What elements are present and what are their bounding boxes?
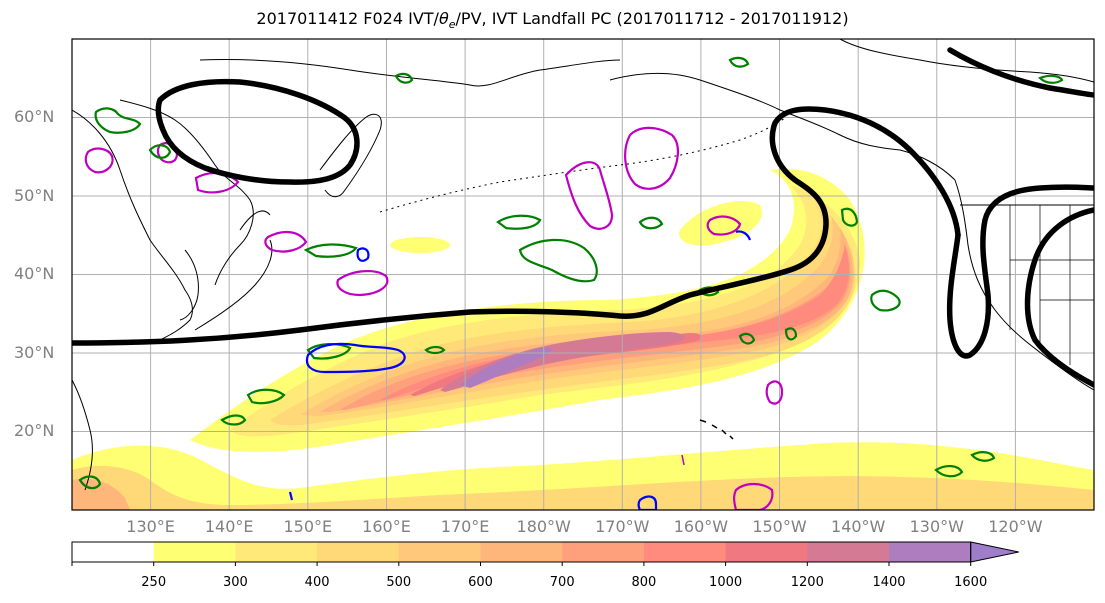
pv-contours [84, 126, 784, 510]
lat-label-20n: 20°N [14, 421, 55, 440]
lon-label-150e: 150°E [283, 517, 333, 536]
colorbar-segment [153, 542, 236, 562]
colorbar-label: 400 [304, 575, 330, 590]
colorbar [71, 541, 1019, 566]
coast-north-america [954, 179, 1094, 391]
colorbar-outline [71, 541, 972, 563]
colorbar-extend-arrow [970, 541, 1019, 563]
lon-label-120w: 120°W [988, 517, 1043, 536]
colorbar-label: 1600 [954, 575, 988, 590]
lon-label-170w: 170°W [595, 517, 650, 536]
gridlines [72, 39, 1094, 510]
map-border [71, 38, 1095, 511]
theta-subscript: e [448, 18, 456, 32]
coast-siberia [199, 58, 621, 87]
ivt-level-1400 [460, 347, 552, 388]
lat-label-50n: 50°N [14, 186, 55, 205]
map-title: 2017011412 F024 IVT/θe/PV, IVT Landfall … [256, 9, 849, 32]
coastlines [72, 39, 1094, 491]
colorbar-segment [317, 542, 400, 562]
lon-label-130w: 130°W [909, 517, 964, 536]
ivt-southern-band-inner [72, 465, 1094, 510]
colorbar-segment [72, 542, 155, 562]
landfall-pc-main-line [72, 106, 961, 346]
lon-label-160e: 160°E [362, 517, 411, 536]
colorbar-label: 1000 [709, 575, 743, 590]
ivt-shading [72, 168, 1094, 510]
colorbar-segment [807, 542, 890, 562]
coast-china-south [72, 379, 93, 491]
colorbar-segment [643, 542, 727, 562]
colorbar-segment [480, 542, 563, 562]
colorbar-label: 500 [386, 575, 412, 590]
lon-label-130e: 130°E [126, 517, 175, 536]
colorbar-label: 800 [631, 575, 657, 590]
landfall-pc-coast-loop [946, 184, 1094, 359]
coast-hawaii [699, 419, 734, 440]
colorbar-segment [725, 542, 808, 562]
landfall-pc-contour [72, 47, 1094, 388]
colorbar-label: 300 [222, 575, 248, 590]
lon-label-160w: 160°W [673, 517, 729, 536]
colorbar-label: 1200 [790, 575, 824, 590]
coast-aleutians [379, 117, 786, 213]
lon-label-170e: 170°E [440, 517, 490, 536]
colorbar-label: 700 [549, 575, 575, 590]
lon-label-140w: 140°W [831, 517, 886, 536]
landfall-pc-alaska-loop [155, 78, 360, 185]
coast-korea [179, 249, 199, 321]
lon-label-140e: 140°E [204, 517, 254, 536]
theta-symbol: θ [438, 9, 449, 28]
landfall-pc-coast-loop-2 [1024, 207, 1094, 388]
coast-alaska [609, 72, 956, 181]
lon-label-150w: 150°W [752, 517, 807, 536]
coast-canada-north [839, 39, 1094, 83]
ivt-level-1200 [440, 332, 685, 392]
colorbar-label: 250 [141, 575, 167, 590]
lat-label-60n: 60°N [14, 107, 55, 126]
lon-label-180w: 180°W [516, 517, 571, 536]
colorbar-segment [398, 542, 481, 562]
colorbar-label: 1400 [872, 575, 906, 590]
coast-kamchatka [319, 113, 382, 198]
blue-contours [288, 230, 752, 510]
landfall-pc-north [947, 47, 1094, 98]
theta-e-contours [78, 56, 1064, 490]
colorbar-label: 600 [468, 575, 493, 590]
ivt-level-250-north [679, 201, 762, 246]
coast-asia [72, 99, 254, 341]
colorbar-segment [889, 542, 972, 562]
ivt-patch-west [390, 237, 450, 253]
lat-label-30n: 30°N [14, 343, 55, 362]
colorbar-segment [235, 542, 318, 562]
lat-label-40n: 40°N [14, 264, 55, 283]
colorbar-segment [562, 542, 645, 562]
us-state-lines [1009, 205, 1094, 365]
coast-japan [194, 210, 273, 331]
